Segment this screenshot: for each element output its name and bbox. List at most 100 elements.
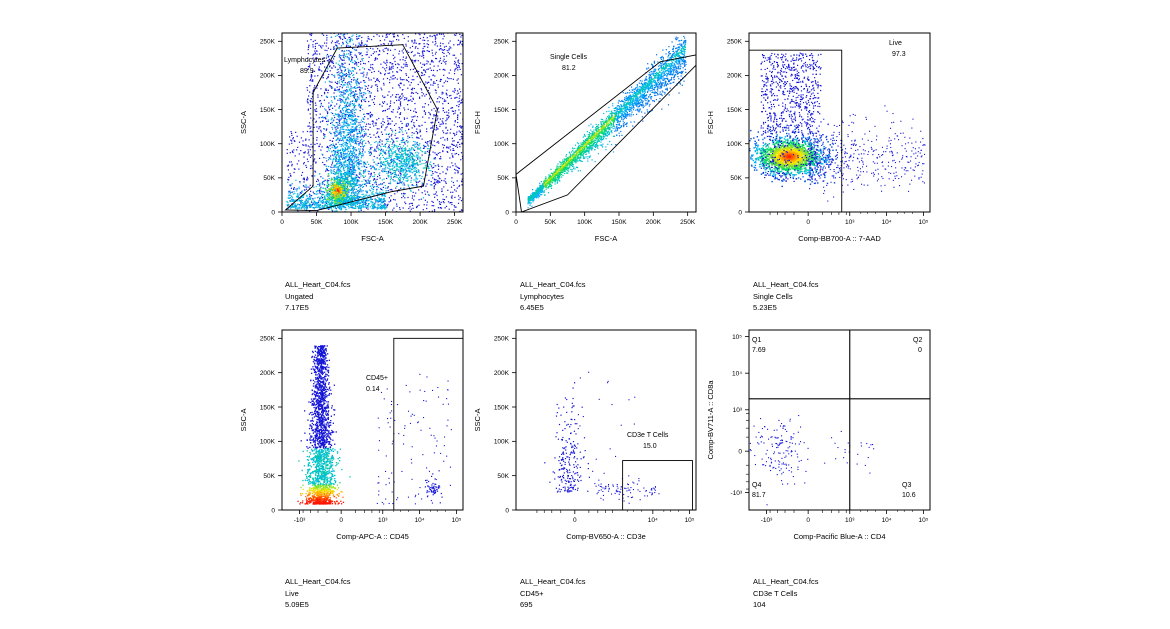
plot-frame [281, 32, 464, 213]
caption-count: 695 [520, 600, 533, 609]
y-axis-label: SSC-A [239, 409, 248, 432]
x-tick-label: 10⁵ [685, 517, 695, 524]
gate-name: CD3e T Cells [627, 432, 669, 439]
gate[interactable] [515, 54, 697, 213]
plot-frame [515, 329, 697, 511]
panel-caption: ALL_Heart_C04.fcs Ungated 7.17E5 [285, 279, 350, 314]
gate[interactable] [284, 44, 438, 212]
caption-file: ALL_Heart_C04.fcs [753, 577, 819, 586]
x-tick-label: 10³ [845, 517, 855, 524]
x-tick-label: 100K [343, 219, 359, 226]
y-tick-label: 100K [494, 439, 510, 446]
caption-count: 104 [753, 600, 766, 609]
gate-name: CD45+ [366, 375, 388, 382]
y-tick-label: 50K [730, 175, 742, 182]
y-tick-label: 150K [260, 107, 276, 114]
caption-population: Ungated [285, 291, 314, 301]
event-cloud [297, 345, 452, 505]
x-tick-label: 100K [577, 219, 593, 226]
x-tick-label: 250K [680, 219, 696, 226]
quadrant-value: 10.6 [902, 492, 916, 499]
event-cloud [544, 371, 660, 504]
y-tick-label: 10³ [733, 407, 743, 414]
x-tick-label: 200K [646, 219, 662, 226]
y-tick-label: 0 [505, 507, 509, 514]
x-tick-label: -10³ [761, 517, 773, 524]
x-tick-label: 10⁴ [648, 517, 658, 524]
y-tick-label: 0 [738, 448, 742, 455]
x-tick-label: 10³ [845, 219, 855, 226]
gate-rectangle[interactable] [748, 49, 843, 213]
gate-rectangle[interactable] [622, 460, 693, 511]
quadrant-name: Q1 [752, 337, 761, 344]
plot-frame [748, 329, 931, 511]
y-tick-label: 150K [727, 107, 743, 114]
y-tick-label: 200K [494, 370, 510, 377]
caption-count: 6.45E5 [520, 303, 544, 312]
y-tick-label: 250K [727, 39, 743, 46]
y-tick-label: 200K [260, 370, 276, 377]
plot-panel-5: 0 10⁴ 10⁵ 0 50K 100K 150K 200K 250K Comp-BV650-A … [473, 329, 697, 541]
y-tick-label: 200K [494, 73, 510, 80]
y-tick-label: 150K [494, 107, 510, 114]
event-cloud [527, 35, 687, 209]
gate[interactable] [748, 49, 843, 213]
gate[interactable] [393, 337, 464, 511]
gate[interactable] [622, 460, 693, 511]
caption-file: ALL_Heart_C04.fcs [753, 280, 819, 289]
y-tick-label: 50K [497, 175, 509, 182]
gate-name: Lymphocytes [284, 57, 325, 64]
y-axis-label: SSC-A [473, 409, 482, 432]
caption-population: CD45+ [520, 588, 544, 598]
x-tick-label: 10⁴ [882, 517, 892, 524]
event-cloud [286, 33, 463, 212]
gate-polygon[interactable] [284, 44, 438, 212]
quadrant-value: 7.69 [752, 347, 766, 354]
x-tick-label: 10³ [378, 517, 388, 524]
y-tick-label: 150K [260, 404, 276, 411]
gate-polygon[interactable] [515, 54, 697, 213]
x-tick-label: 50K [311, 219, 323, 226]
x-tick-label: 0 [280, 219, 284, 226]
quadrant-name: Q4 [752, 482, 761, 489]
gate[interactable] [749, 330, 930, 510]
gate-value: 97.3 [892, 51, 906, 58]
quadrant-value: 81.7 [752, 492, 766, 499]
y-axis-label: FSC-H [473, 111, 482, 134]
y-tick-label: 0 [271, 507, 275, 514]
x-tick-label: 150K [611, 219, 627, 226]
y-tick-label: 200K [727, 73, 743, 80]
x-axis-label: Comp-BB700-A :: 7-AAD [798, 234, 881, 243]
x-tick-label: 250K [447, 219, 463, 226]
y-tick-label: 100K [260, 439, 276, 446]
plot-panel-2: 0 50K 100K 150K 200K 250K 0 50K 100K 150K 200K 250K… [473, 32, 697, 243]
y-tick-label: 10⁵ [732, 334, 742, 341]
y-tick-label: 100K [727, 141, 743, 148]
x-tick-label: 200K [412, 219, 428, 226]
plot-frame [748, 32, 931, 213]
x-tick-label: 0 [339, 517, 343, 524]
caption-population: Live [285, 588, 299, 598]
x-tick-label: 10⁵ [452, 517, 462, 524]
x-tick-label: 0 [806, 517, 810, 524]
quadrant-name: Q3 [902, 482, 911, 489]
plot-panel-1: 0 50K 100K 150K 200K 250K 0 50K 100K 150K 200K 250K… [239, 32, 464, 243]
gate-value: 81.2 [562, 65, 576, 72]
panel-caption: ALL_Heart_C04.fcs CD3e T Cells 104 [753, 576, 818, 611]
panel-caption: ALL_Heart_C04.fcs Lymphocytes 6.45E5 [520, 279, 585, 314]
x-tick-label: 50K [545, 219, 557, 226]
gate-rectangle[interactable] [393, 337, 464, 511]
x-tick-label: 10⁵ [919, 517, 929, 524]
quadrant-name: Q2 [913, 337, 922, 344]
y-axis-label: FSC-H [706, 111, 715, 134]
panel-caption: ALL_Heart_C04.fcs CD45+ 695 [520, 576, 585, 611]
y-tick-label: 50K [263, 473, 275, 480]
x-tick-label: 10⁴ [882, 219, 892, 226]
caption-file: ALL_Heart_C04.fcs [285, 577, 351, 586]
y-tick-label: 0 [738, 209, 742, 216]
x-tick-label: 150K [378, 219, 394, 226]
x-tick-label: -10³ [294, 517, 306, 524]
y-tick-label: 200K [260, 73, 276, 80]
y-tick-label: 50K [263, 175, 275, 182]
quadrant-value: 0 [918, 347, 922, 354]
